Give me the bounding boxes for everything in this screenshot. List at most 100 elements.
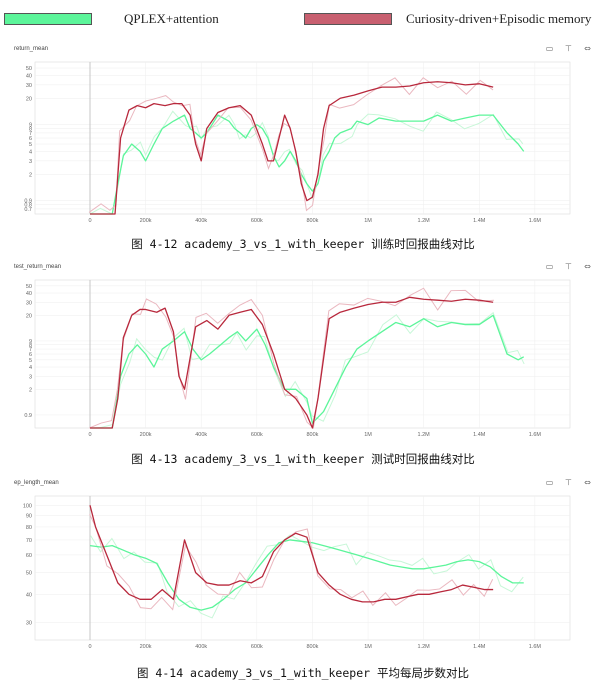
x-tick-label: 1M xyxy=(364,218,372,224)
y-tick-label: 30 xyxy=(26,300,32,306)
y-tick-label: 20 xyxy=(26,96,32,102)
x-tick-label: 800k xyxy=(306,218,318,224)
chart-toolbar: ▭ ⊤ ⇔ xyxy=(545,262,592,271)
x-tick-label: 1.4M xyxy=(473,432,486,438)
figure-caption: 图 4-14 academy_3_vs_1_with_keeper 平均每局步数… xyxy=(137,666,469,680)
chart-toolbar: ▭ ⊤ ⇔ xyxy=(545,44,592,53)
series-curiosity-line xyxy=(90,296,494,429)
y-tick-label: 70 xyxy=(26,538,32,544)
chart-panel-ep-length-mean: ep_length_mean ▭ ⊤ ⇔ 100 90 80 70 60 50 40 30 0 2… xyxy=(0,478,606,685)
legend-swatch-qplex xyxy=(4,13,92,25)
x-tick-label: 800k xyxy=(306,432,318,438)
expand-icon[interactable]: ⇔ xyxy=(584,478,591,487)
frame-icon[interactable]: ▭ xyxy=(545,478,554,487)
x-tick-label: 1M xyxy=(364,644,372,650)
y-tick-label: 7 xyxy=(29,347,32,353)
x-tick-label: 1.2M xyxy=(418,218,431,224)
y-tick-label: 2 xyxy=(29,387,32,393)
x-tick-label: 600k xyxy=(251,218,263,224)
y-tick-label: 3 xyxy=(29,374,32,380)
x-tick-label: 1.4M xyxy=(473,644,486,650)
x-tick-label: 200k xyxy=(140,218,152,224)
y-tick-label: 50 xyxy=(26,66,32,72)
x-tick-label: 400k xyxy=(195,218,207,224)
figure-caption: 图 4-12 academy_3_vs_1_with_keeper 训练时回报曲… xyxy=(131,237,475,251)
y-tick-label: 100 xyxy=(23,503,32,509)
expand-icon[interactable]: ⇔ xyxy=(584,44,591,53)
x-tick-label: 1.4M xyxy=(473,218,486,224)
pin-icon[interactable]: ⊤ xyxy=(565,44,572,53)
y-tick-label: 20 xyxy=(26,313,32,319)
y-tick-label: 4 xyxy=(29,149,32,155)
x-tick-label: 800k xyxy=(306,644,318,650)
y-tick-label: 8 xyxy=(29,127,32,133)
x-tick-label: 600k xyxy=(251,644,263,650)
x-tick-label: 400k xyxy=(195,644,207,650)
x-tick-label: 200k xyxy=(140,644,152,650)
y-tick-label: 7 xyxy=(29,131,32,137)
x-tick-label: 0 xyxy=(88,218,91,224)
legend-label-qplex: QPLEX+attention xyxy=(124,11,219,26)
x-tick-label: 1.6M xyxy=(529,218,542,224)
y-tick-label: 40 xyxy=(26,592,32,598)
y-tick-label: 90 xyxy=(26,514,32,520)
x-tick-label: 1.6M xyxy=(529,644,542,650)
x-tick-label: 400k xyxy=(195,432,207,438)
series-qplex-line xyxy=(90,114,525,215)
y-tick-label: 40 xyxy=(26,73,32,79)
x-tick-label: 1.2M xyxy=(418,432,431,438)
series-curiosity-line xyxy=(90,81,494,215)
y-tick-label: 0.9 xyxy=(24,413,32,419)
y-tick-label: 4 xyxy=(29,365,32,371)
chart-title: test_return_mean xyxy=(14,264,62,270)
y-tick-label: 0.8 xyxy=(24,203,32,209)
x-tick-label: 0 xyxy=(88,432,91,438)
y-tick-label: 50 xyxy=(26,571,32,577)
chart-panel-return-mean: return_mean ▭ ⊤ ⇔ 0.7 0.8 0.9 2 3 4 5 6 7 8 9 20 30 4… xyxy=(0,44,606,251)
y-tick-label: 0.7 xyxy=(24,207,32,213)
frame-icon[interactable]: ▭ xyxy=(545,262,554,271)
x-tick-label: 1.6M xyxy=(529,432,542,438)
x-tick-label: 0 xyxy=(88,644,91,650)
series-curiosity-raw-line xyxy=(88,77,494,213)
y-tick-label: 80 xyxy=(26,525,32,531)
legend: QPLEX+attention Curiosity-driven+Episodi… xyxy=(0,10,606,32)
y-tick-label: 8 xyxy=(29,343,32,349)
x-tick-label: 600k xyxy=(251,432,263,438)
y-tick-label: 2 xyxy=(29,172,32,178)
pin-icon[interactable]: ⊤ xyxy=(565,262,572,271)
y-tick-label: 9 xyxy=(29,339,32,345)
y-tick-label: 5 xyxy=(29,142,32,148)
y-tick-label: 5 xyxy=(29,358,32,364)
series-curiosity-line xyxy=(89,505,494,603)
series-curiosity-raw-line xyxy=(89,514,494,611)
series-qplex-line xyxy=(90,314,525,429)
chart-title: ep_length_mean xyxy=(14,480,59,486)
y-tick-label: 40 xyxy=(26,291,32,297)
y-tick-label: 30 xyxy=(26,620,32,626)
y-tick-label: 9 xyxy=(29,123,32,129)
pin-icon[interactable]: ⊤ xyxy=(565,478,572,487)
x-tick-label: 1.2M xyxy=(418,644,431,650)
y-tick-label: 50 xyxy=(26,284,32,290)
series-curiosity-raw-line xyxy=(89,287,494,429)
expand-icon[interactable]: ⇔ xyxy=(584,262,591,271)
series-qplex-line xyxy=(89,539,524,611)
series-qplex-raw-line xyxy=(90,311,525,429)
frame-icon[interactable]: ▭ xyxy=(545,44,554,53)
figure-caption: 图 4-13 academy_3_vs_1_with_keeper 测试时回报曲… xyxy=(131,452,475,466)
y-tick-label: 30 xyxy=(26,83,32,89)
plot-ep-length-mean: 100 90 80 70 60 50 40 30 0 200k 400k 600k 800k 1M 1.2M… xyxy=(23,495,571,650)
chart-panel-test-return-mean: test_return_mean ▭ ⊤ ⇔ 0.9 2 3 4 5 6 7 8 9 20 30 40… xyxy=(0,262,606,469)
x-tick-label: 1M xyxy=(364,432,372,438)
series-qplex-raw-line xyxy=(89,110,524,215)
chart-title: return_mean xyxy=(14,46,49,52)
y-tick-label: 60 xyxy=(26,553,32,559)
x-tick-label: 200k xyxy=(140,432,152,438)
legend-swatch-curiosity xyxy=(304,13,392,25)
y-tick-label: 6 xyxy=(29,136,32,142)
y-tick-label: 0.9 xyxy=(24,199,32,205)
chart-toolbar: ▭ ⊤ ⇔ xyxy=(545,478,592,487)
